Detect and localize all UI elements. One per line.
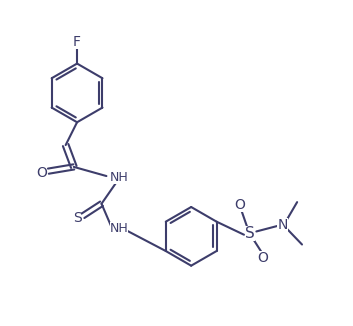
Text: N: N <box>277 218 288 232</box>
Text: S: S <box>73 212 82 225</box>
Text: O: O <box>235 199 245 212</box>
Text: F: F <box>73 36 81 49</box>
Text: NH: NH <box>110 222 128 235</box>
Text: O: O <box>257 251 268 264</box>
Text: S: S <box>245 226 255 241</box>
Text: NH: NH <box>110 171 128 184</box>
Text: O: O <box>36 166 47 180</box>
